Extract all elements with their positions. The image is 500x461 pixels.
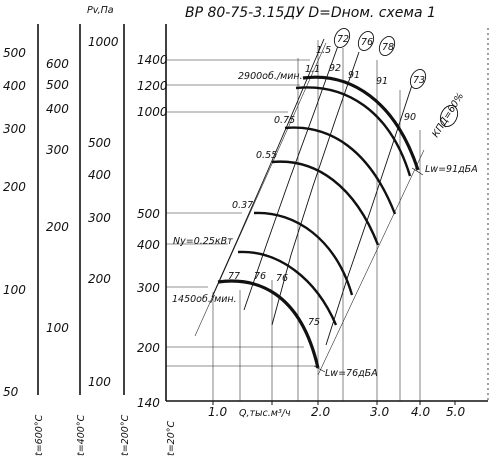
temperature-scales xyxy=(37,24,125,395)
temp-label-600: t=600°C xyxy=(34,414,45,456)
main-y-tick: 1000 xyxy=(137,105,168,119)
efficiency-line-78 xyxy=(271,51,360,326)
noise-label-2900: Lw=91дБА xyxy=(425,164,478,175)
curve-0.55 xyxy=(271,160,380,246)
power-label: 0.55 xyxy=(256,150,277,161)
right-boundary xyxy=(317,149,425,376)
temp-label-200: t=200°C xyxy=(120,414,131,456)
speed-label-1450: 1450об./мин. xyxy=(172,294,237,305)
efficiency-line-73 xyxy=(325,81,414,346)
scale-400-ticks: 600 500 400 300 200 100 xyxy=(46,57,69,335)
scale-600-tick: 300 xyxy=(3,122,26,136)
performance-curves xyxy=(217,75,420,369)
scale-400-tick: 200 xyxy=(46,220,69,234)
power-label: 1.5 xyxy=(316,45,331,56)
scale-400-tick: 100 xyxy=(46,321,69,335)
scale-200-tick: 500 xyxy=(88,136,111,150)
x-axis-ticks xyxy=(212,401,456,405)
efficiency-label: 75 xyxy=(308,317,320,328)
x-tick: 5.0 xyxy=(446,405,465,419)
x-axis-label: Q,тыс.м³/ч xyxy=(239,408,291,419)
efficiency-label: 72 xyxy=(337,34,349,45)
main-y-tick: 500 xyxy=(137,207,160,221)
x-tick: 2.0 xyxy=(311,405,330,419)
power-label: 0.37 xyxy=(232,200,253,211)
scale-600-tick: 400 xyxy=(3,79,26,93)
curve-2900-rpm xyxy=(302,75,420,171)
efficiency-label: 77 xyxy=(228,271,240,282)
scale-400-tick: 600 xyxy=(46,57,69,71)
curve-0.37 xyxy=(253,211,354,296)
speed-label-2900: 2900об./мин. xyxy=(238,71,303,82)
efficiency-oval-78 xyxy=(378,36,396,56)
main-y-ticks: 1400 1200 1000 500 400 300 200 140 xyxy=(137,53,168,410)
noise-leader-2900 xyxy=(411,167,424,176)
main-y-tick: 300 xyxy=(137,281,160,295)
efficiency-label: 76 xyxy=(361,37,373,48)
scale-600-tick: 100 xyxy=(3,283,26,297)
main-y-tick: 200 xyxy=(137,341,160,355)
scale-600-tick: 200 xyxy=(3,180,26,194)
main-y-tick: 1400 xyxy=(137,53,168,67)
scale-600-ticks: 500 400 300 200 100 50 xyxy=(3,46,26,399)
scale-200-tick: 100 xyxy=(88,375,111,389)
scale-600-tick: 500 xyxy=(3,46,26,60)
efficiency-title: КПД=60% xyxy=(430,91,466,140)
efficiency-oval-60 xyxy=(439,105,459,127)
efficiency-label: 91 xyxy=(376,76,388,87)
main-y-tick: 140 xyxy=(137,396,160,410)
x-tick: 3.0 xyxy=(370,405,389,419)
efficiency-label: 78 xyxy=(382,42,394,53)
main-y-tick: 1200 xyxy=(137,79,168,93)
scale-600-tick: 50 xyxy=(3,385,19,399)
efficiency-labels: 72 76 78 73 92 91 91 90 77 76 76 75 xyxy=(228,34,425,328)
x-tick: 4.0 xyxy=(411,405,430,419)
scale-200-tick: 200 xyxy=(88,272,111,286)
efficiency-line-72 xyxy=(211,38,325,298)
scale-200-ticks: 1000 500 400 300 200 100 xyxy=(88,35,119,389)
power-label: 1.1 xyxy=(305,64,320,75)
scale-400-tick: 500 xyxy=(46,78,69,92)
curve-1.1 xyxy=(295,86,412,177)
efficiency-label: 76 xyxy=(254,271,266,282)
scale-200-tick: 400 xyxy=(88,168,111,182)
main-y-tick: 400 xyxy=(137,238,160,252)
pv-unit-label: Pv,Па xyxy=(87,5,114,16)
chart-title: ВР 80-75-3.15ДУ D=Dном. схема 1 xyxy=(185,5,436,21)
efficiency-label: 73 xyxy=(413,75,425,86)
power-labels: 1.5 1.1 0.75 0.55 0.37 Ny=0.25кВт xyxy=(173,45,331,247)
scale-400-tick: 300 xyxy=(46,143,69,157)
efficiency-oval-76 xyxy=(357,31,375,51)
noise-leader-1450 xyxy=(313,365,326,373)
efficiency-ovals xyxy=(333,28,459,127)
efficiency-oval-72 xyxy=(333,28,351,48)
scale-200-tick: 300 xyxy=(88,211,111,225)
x-ticks: 1.0 2.0 3.0 4.0 5.0 xyxy=(208,405,465,419)
efficiency-label: 92 xyxy=(329,63,341,74)
scale-400-tick: 400 xyxy=(46,102,69,116)
x-tick: 1.0 xyxy=(208,405,227,419)
curve-0.25 xyxy=(237,250,338,326)
noise-label-1450: Lw=76дБА xyxy=(325,368,378,379)
power-label: 0.75 xyxy=(274,115,295,126)
temp-label-20: t=20°C xyxy=(166,420,177,456)
curve-1450-rpm xyxy=(217,279,320,369)
efficiency-label: 90 xyxy=(404,112,416,123)
temp-label-400: t=400°C xyxy=(76,414,87,456)
scale-200-tick: 1000 xyxy=(88,35,119,49)
efficiency-label: 76 xyxy=(276,273,288,284)
efficiency-oval-73 xyxy=(409,69,427,89)
efficiency-line-76 xyxy=(243,42,340,311)
curve-0.75 xyxy=(284,126,397,215)
efficiency-label: 91 xyxy=(348,70,360,81)
power-label: Ny=0.25кВт xyxy=(173,236,233,247)
